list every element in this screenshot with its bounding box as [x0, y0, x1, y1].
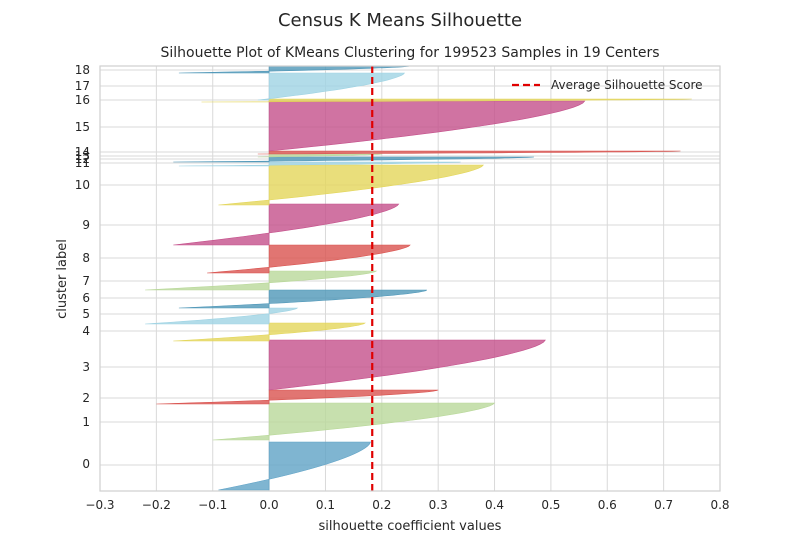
y-axis-label: cluster label: [55, 239, 70, 319]
silhouette-area-cluster-2: [156, 389, 439, 405]
silhouette-area-cluster-10: [218, 164, 485, 206]
x-tick-label: 0.8: [710, 498, 729, 512]
legend: Average Silhouette Score: [512, 78, 703, 92]
x-tick-label: 0.7: [654, 498, 673, 512]
silhouette-area-cluster-8: [207, 244, 411, 274]
silhouette-area-cluster-11: [178, 161, 461, 167]
x-tick-label: 0.5: [541, 498, 560, 512]
silhouette-area-cluster-1: [212, 402, 496, 441]
x-tick-label: 0.4: [485, 498, 504, 512]
x-axis-ticks: −0.3 −0.2 −0.1 0.0 0.1 0.2 0.3 0.4 0.5 0.6 0.7 0.8: [85, 498, 729, 512]
y-tick-label: 16: [75, 93, 90, 107]
x-tick-label: 0.6: [598, 498, 617, 512]
y-tick-label: 1: [82, 415, 90, 429]
silhouette-area-cluster-13: [257, 153, 382, 158]
chart-title: Silhouette Plot of KMeans Clustering for…: [161, 45, 660, 61]
x-tick-label: −0.3: [85, 498, 114, 512]
silhouette-area-cluster-3: [268, 339, 546, 391]
silhouette-areas: [145, 65, 692, 491]
x-tick-label: 0.3: [429, 498, 448, 512]
silhouette-area-cluster-6: [178, 289, 428, 309]
x-tick-label: 0.2: [372, 498, 391, 512]
silhouette-area-cluster-14: [257, 150, 681, 155]
y-tick-label: 17: [75, 79, 90, 93]
silhouette-area-cluster-9: [173, 203, 400, 246]
x-axis-label: silhouette coefficient values: [319, 519, 502, 534]
silhouette-area-cluster-16: [201, 98, 692, 103]
legend-entry: Average Silhouette Score: [551, 78, 703, 92]
silhouette-area-cluster-18: [178, 65, 411, 74]
y-tick-label: 14: [75, 145, 90, 159]
y-tick-label: 3: [82, 360, 90, 374]
y-tick-label: 10: [75, 178, 90, 192]
y-tick-label: 2: [82, 391, 90, 405]
y-tick-label: 6: [82, 291, 90, 305]
y-tick-label: 4: [82, 324, 90, 338]
silhouette-area-cluster-7: [145, 270, 378, 291]
y-tick-label: 11: [75, 156, 90, 170]
y-tick-label: 8: [82, 251, 90, 265]
x-tick-label: −0.2: [142, 498, 171, 512]
silhouette-area-cluster-15: [268, 100, 586, 152]
y-tick-label: 7: [82, 274, 90, 288]
y-tick-label: 12: [75, 152, 90, 166]
y-tick-label: 0: [82, 457, 90, 471]
silhouette-area-cluster-17: [257, 72, 406, 101]
y-tick-label: 15: [75, 120, 90, 134]
silhouette-area-cluster-0: [218, 441, 371, 491]
figure-title: Census K Means Silhouette: [278, 10, 522, 31]
y-tick-label: 18: [75, 63, 90, 77]
silhouette-area-cluster-5: [145, 307, 299, 325]
y-tick-label: 9: [82, 218, 90, 232]
plot-frame: [99, 65, 721, 492]
x-tick-label: −0.1: [198, 498, 227, 512]
silhouette-area-cluster-12: [173, 156, 535, 163]
y-tick-label: 5: [82, 307, 90, 321]
x-tick-label: 0.1: [316, 498, 335, 512]
x-tick-label: 0.0: [260, 498, 279, 512]
y-tick-label: 13: [75, 149, 90, 163]
silhouette-area-cluster-4: [173, 322, 366, 342]
